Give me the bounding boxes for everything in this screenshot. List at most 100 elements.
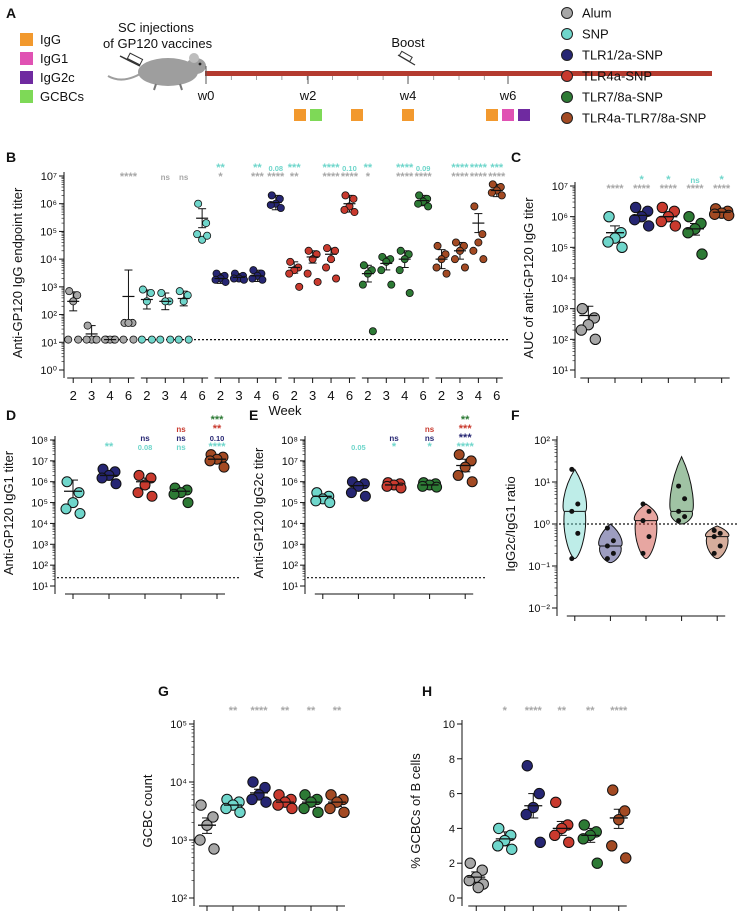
x-tick-label: 6: [199, 388, 206, 403]
data-point: [324, 497, 336, 509]
data-point: [211, 275, 220, 284]
data-point: [655, 215, 668, 228]
panel-label: G: [158, 683, 169, 699]
data-point: [474, 238, 483, 247]
y-axis-label: Anti-GP120 IgG1 titer: [1, 450, 16, 575]
data-point: [381, 480, 393, 492]
x-tick-label: 3: [88, 388, 95, 403]
y-tick-label: 10¹: [32, 581, 48, 593]
y-tick-label: 10⁰: [40, 365, 57, 377]
significance-label: ****: [610, 705, 628, 717]
group-legend-marker: [561, 7, 573, 19]
data-point: [527, 801, 539, 814]
y-tick-label: 10⁴: [551, 273, 568, 285]
data-point: [332, 274, 341, 283]
y-tick-label: 10⁰: [533, 519, 550, 531]
data-point: [569, 508, 575, 514]
data-point: [469, 246, 478, 255]
significance-label: ***: [288, 162, 302, 174]
data-point: [119, 335, 128, 344]
data-point: [358, 280, 367, 289]
y-axis-label: % GCBCs of B cells: [408, 753, 423, 869]
significance-label: ****: [633, 183, 651, 195]
data-point: [324, 802, 336, 815]
y-tick-label: 10⁻²: [528, 603, 550, 615]
y-tick-label: 10⁶: [31, 477, 48, 489]
significance-label: ****: [322, 162, 340, 174]
y-tick-label: 10⁷: [41, 171, 57, 183]
y-tick-label: 10⁵: [551, 242, 568, 254]
data-point: [310, 495, 322, 507]
data-point: [521, 760, 533, 772]
data-point: [563, 836, 575, 849]
data-point: [604, 556, 610, 562]
data-point: [304, 246, 313, 255]
y-tick-label: 10⁴: [31, 518, 48, 530]
data-point: [646, 534, 652, 540]
data-point: [239, 275, 248, 284]
x-tick-label: 3: [456, 388, 463, 403]
chart-f: F 10⁻² 10⁻¹ 10⁰ 10¹ 10² IgG2c/IgG1 ratio: [503, 407, 739, 621]
y-tick-label: 10¹: [534, 477, 550, 489]
data-point: [395, 266, 404, 275]
y-tick-label: 0: [449, 893, 455, 905]
data-point: [533, 787, 545, 800]
data-point: [325, 789, 337, 801]
significance-label: *: [503, 705, 508, 717]
y-tick-label: 2: [449, 858, 455, 870]
data-point: [520, 808, 532, 821]
data-point: [619, 805, 631, 817]
data-point: [340, 205, 349, 214]
data-point: [424, 202, 433, 211]
data-point: [607, 784, 619, 796]
significance-label: ns: [140, 434, 150, 443]
significance-label: ****: [660, 183, 678, 195]
data-point: [338, 806, 350, 819]
data-point: [61, 476, 73, 488]
x-tick-label: 4: [401, 388, 408, 403]
significance-label: ****: [415, 171, 433, 183]
data-point: [195, 799, 207, 811]
significance-label: 0.08: [138, 443, 153, 452]
data-point: [591, 857, 603, 869]
significance-label: *: [720, 174, 725, 186]
data-point: [711, 534, 717, 540]
y-tick-label: 10⁶: [551, 212, 568, 224]
significance-label: **: [281, 705, 290, 717]
y-tick-label: 10⁸: [31, 435, 48, 447]
data-point: [497, 191, 506, 200]
data-point: [157, 289, 166, 298]
significance-label: ****: [525, 705, 543, 717]
data-point: [478, 230, 487, 239]
data-point: [166, 335, 175, 344]
significance-label: ns: [176, 434, 186, 443]
data-point: [405, 289, 414, 298]
y-tick-label: 10²: [171, 893, 187, 905]
data-point: [139, 479, 151, 491]
data-point: [682, 514, 688, 520]
data-point: [73, 487, 85, 499]
significance-label: ***: [251, 171, 265, 183]
significance-label: ****: [451, 162, 469, 174]
x-tick-label: 6: [493, 388, 500, 403]
group-legend-label: TLR4a-TLR7/8a-SNP: [582, 111, 706, 126]
significance-label: *: [218, 171, 223, 183]
data-point: [459, 461, 471, 473]
x-tick-label: 2: [217, 388, 224, 403]
y-tick-label: 10¹: [282, 581, 298, 593]
data-point: [60, 503, 72, 515]
y-axis-label: AUC of anti-GP120 IgG titer: [521, 197, 536, 359]
assay-legend-label: IgG2c: [40, 70, 75, 85]
x-tick-label: 4: [106, 388, 113, 403]
data-point: [368, 327, 377, 336]
y-tick-label: 10⁷: [282, 456, 298, 468]
data-point: [276, 204, 285, 213]
significance-label: 0.05: [351, 443, 366, 452]
significance-label: ns: [425, 425, 435, 434]
data-point: [285, 269, 294, 278]
data-point: [323, 244, 332, 253]
chart-d: D 10¹ 10² 10³ 10⁴ 10⁵ 10⁶ 10⁷ 10⁸ Anti-GP120 IgG1…: [1, 407, 239, 599]
panel-label: B: [6, 149, 16, 165]
data-point: [194, 834, 206, 846]
significance-label: ****: [250, 705, 268, 717]
